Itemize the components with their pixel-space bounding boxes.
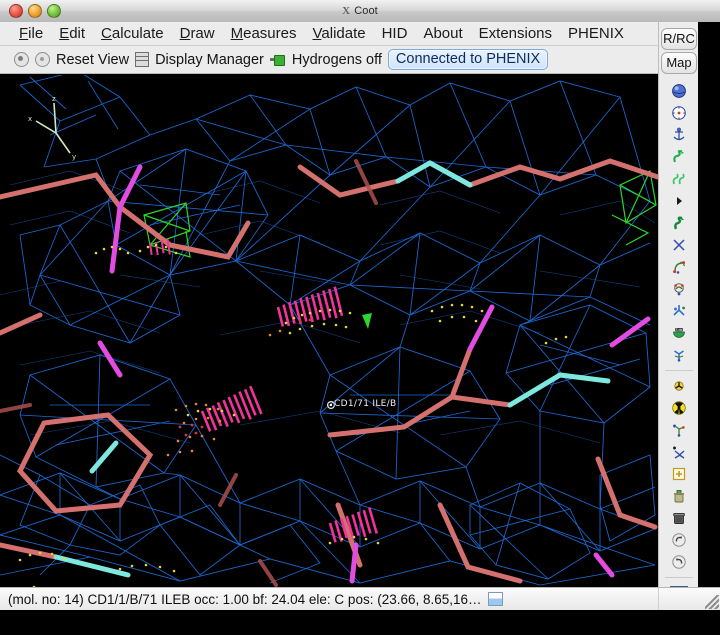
rigid-body-fit-icon[interactable]: [668, 234, 690, 256]
auto-fit-rotamer-icon[interactable]: [668, 300, 690, 322]
hydrogens-toggle-button[interactable]: Hydrogens off: [291, 51, 382, 68]
menu-file[interactable]: File: [19, 25, 44, 42]
window-right-filler: [698, 22, 720, 587]
main-toolbar: Reset View Display Manager Hydrogens off…: [0, 46, 658, 74]
window-title-text: Coot: [354, 5, 378, 17]
axis-x-label: x: [28, 115, 32, 123]
reset-view-icon-b[interactable]: [35, 52, 50, 67]
side-chain-180-icon[interactable]: S de: [668, 322, 690, 344]
model-bonds: [0, 158, 658, 587]
add-water-icon[interactable]: [668, 485, 690, 507]
reset-view-icon-a[interactable]: [14, 52, 29, 67]
right-toolbar: R/RC Map: [658, 22, 699, 630]
menu-hid[interactable]: HID: [381, 25, 408, 42]
menu-measures-rest: easures: [243, 25, 297, 42]
menu-draw-rest: raw: [190, 25, 215, 42]
orientation-axes: x y z: [28, 95, 76, 161]
menu-edit[interactable]: Edit: [59, 25, 86, 42]
rotate-translate-icon[interactable]: [668, 256, 690, 278]
contact-dots: [18, 243, 568, 587]
anchor-icon[interactable]: [668, 124, 690, 146]
small-green-marker: [362, 313, 372, 329]
axis-z-label: z: [52, 95, 56, 103]
refine-range-icon[interactable]: [668, 168, 690, 190]
window-title: X Coot: [0, 0, 720, 22]
status-bar-corner: [658, 587, 720, 611]
gl-background: [0, 75, 658, 587]
place-atom-at-pointer-icon[interactable]: [668, 463, 690, 485]
maximize-icon[interactable]: [47, 4, 61, 18]
add-alt-conf-icon[interactable]: [668, 441, 690, 463]
status-bar: (mol. no: 14) CD1/1/B/71 ILEB occ: 1.00 …: [0, 587, 658, 610]
map-and-model-render: x y z: [0, 75, 658, 587]
menu-about[interactable]: About: [423, 25, 463, 42]
delete-icon[interactable]: [668, 507, 690, 529]
map-button[interactable]: Map: [661, 52, 697, 74]
connected-to-phenix-badge[interactable]: Connected to PHENIX: [387, 49, 549, 70]
menu-calculate-rest: alculate: [111, 25, 164, 42]
window-titlebar: X Coot: [0, 0, 720, 23]
x-app-icon: X: [342, 5, 351, 17]
tool-icon-list: S de: [665, 80, 693, 635]
mutate-residue-icon[interactable]: [668, 397, 690, 419]
window-controls: [9, 4, 61, 18]
clock-dot-icon[interactable]: [668, 102, 690, 124]
window-bottom-filler: [0, 610, 720, 632]
window-resize-grip[interactable]: [705, 595, 719, 609]
pink-density-stacks: [149, 239, 378, 543]
minimize-icon[interactable]: [28, 4, 42, 18]
menubar: File Edit Calculate Draw Measures Valida…: [0, 22, 658, 46]
reset-view-button[interactable]: Reset View: [56, 51, 130, 68]
display-manager-icon[interactable]: [135, 52, 150, 67]
menu-measures[interactable]: Measures: [230, 25, 297, 42]
status-indicator-icon: [487, 592, 503, 606]
play-arrow-icon[interactable]: [668, 190, 690, 212]
axis-y-label: y: [72, 153, 76, 161]
menu-draw[interactable]: Draw: [179, 25, 215, 42]
toolbar-divider-1: [665, 370, 693, 371]
density-map-mesh: [0, 75, 656, 586]
display-manager-button[interactable]: Display Manager: [155, 51, 264, 68]
menu-edit-rest: dit: [69, 25, 86, 42]
selected-atom-marker: [327, 401, 336, 410]
regularize-zone-icon[interactable]: [668, 212, 690, 234]
redo-icon[interactable]: [668, 551, 690, 573]
rrc-button[interactable]: R/RC: [661, 28, 697, 50]
refine-zone-icon[interactable]: [668, 146, 690, 168]
toolbar-divider-2: [665, 577, 693, 578]
status-text: (mol. no: 14) CD1/1/B/71 ILEB occ: 1.00 …: [8, 591, 482, 607]
menu-calculate[interactable]: Calculate: [101, 25, 164, 42]
menu-validate-rest: alidate: [321, 25, 366, 42]
menu-file-rest: ile: [28, 25, 44, 42]
menu-extensions[interactable]: Extensions: [478, 25, 553, 42]
undo-icon[interactable]: [668, 529, 690, 551]
menu-validate[interactable]: Validate: [312, 25, 366, 42]
edit-chi-angles-icon[interactable]: [668, 344, 690, 366]
mutate-autofit-icon[interactable]: [668, 375, 690, 397]
close-icon[interactable]: [9, 4, 23, 18]
density-map-mesh-secondary: [0, 170, 656, 444]
sphere-blue-icon[interactable]: [668, 80, 690, 102]
add-terminal-residue-icon[interactable]: [668, 419, 690, 441]
hydrogens-plug-icon[interactable]: [269, 54, 286, 66]
menu-phenix[interactable]: PHENIX: [568, 25, 624, 42]
molecular-graphics-canvas[interactable]: x y z CD1/71 ILE/B: [0, 75, 658, 587]
real-space-refine-icon[interactable]: [668, 278, 690, 300]
svg-text:S de: S de: [675, 328, 682, 332]
